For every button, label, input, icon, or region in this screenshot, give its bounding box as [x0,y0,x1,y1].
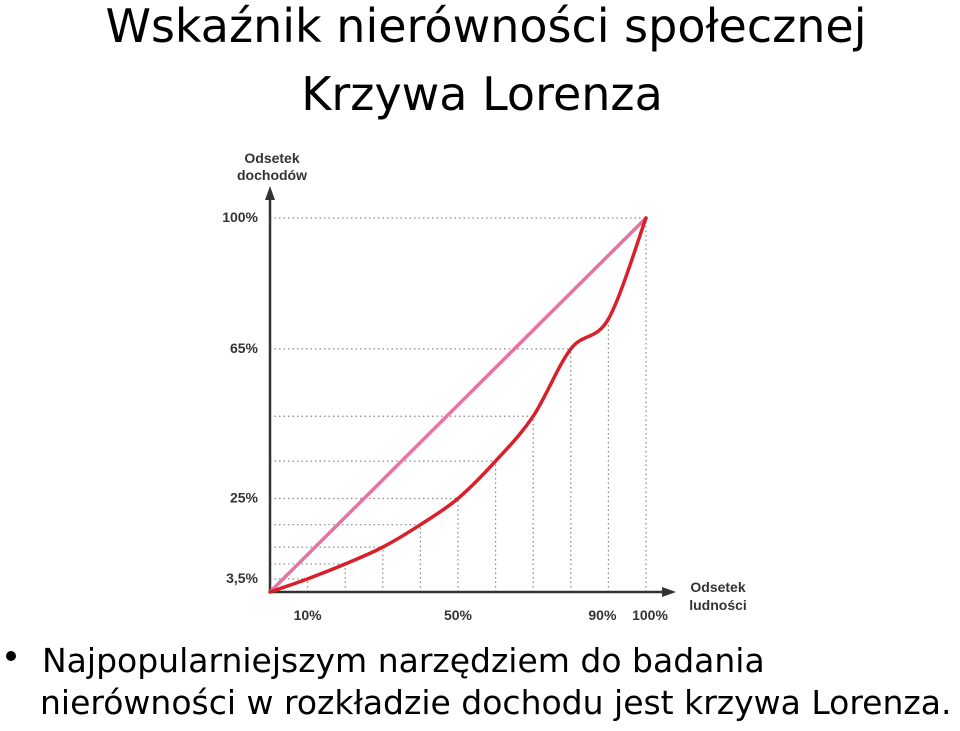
lorenz-chart: 3,5%25%65%100%10% 50% 90% 100%Odsetekdochod… [222,150,747,623]
x-axis-label: ludności [689,597,747,613]
y-tick-label: 3,5% [226,570,258,586]
grid [270,217,647,592]
bullet-text: Najpopularniejszym narzędziem do badania… [40,640,960,724]
axes [265,186,676,597]
x-tick-label: 10% [294,607,323,623]
slide-title: Wskaźnik nierówności społecznej [105,0,867,53]
y-tick-label: 100% [222,209,258,225]
x-axis-arrow [662,587,676,597]
y-axis-label: Odsetek [244,150,299,166]
bullet-line-2: nierówności w rozkładzie dochodu jest kr… [40,683,952,722]
x-axis-label: Odsetek [690,579,745,595]
series-equality-line [268,216,648,594]
x-tick-label: 100% [632,607,668,623]
y-tick-label: 25% [230,490,259,506]
y-axis-arrow [265,186,275,200]
bullet-dot [6,651,16,661]
labels: 3,5%25%65%100%10% 50% 90% 100%Odsetekdochod… [222,150,747,623]
y-axis-label: dochodów [237,167,307,183]
x-tick-label: 90% [588,607,617,623]
series-lorenz-curve [268,216,648,594]
series [268,216,648,594]
x-tick-label: 50% [444,607,473,623]
slide-subtitle: Krzywa Lorenza [301,67,663,121]
y-tick-label: 65% [230,340,259,356]
bullet-line-1: Najpopularniejszym narzędziem do badania [42,641,765,680]
